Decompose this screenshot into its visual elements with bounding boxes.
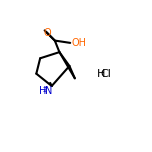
Text: H: H: [96, 69, 105, 79]
Text: H: H: [39, 86, 47, 96]
Text: O: O: [43, 28, 51, 38]
Text: OH: OH: [72, 38, 87, 48]
Text: 2: 2: [43, 87, 47, 93]
Text: N: N: [45, 86, 52, 96]
Text: Cl: Cl: [101, 69, 111, 79]
